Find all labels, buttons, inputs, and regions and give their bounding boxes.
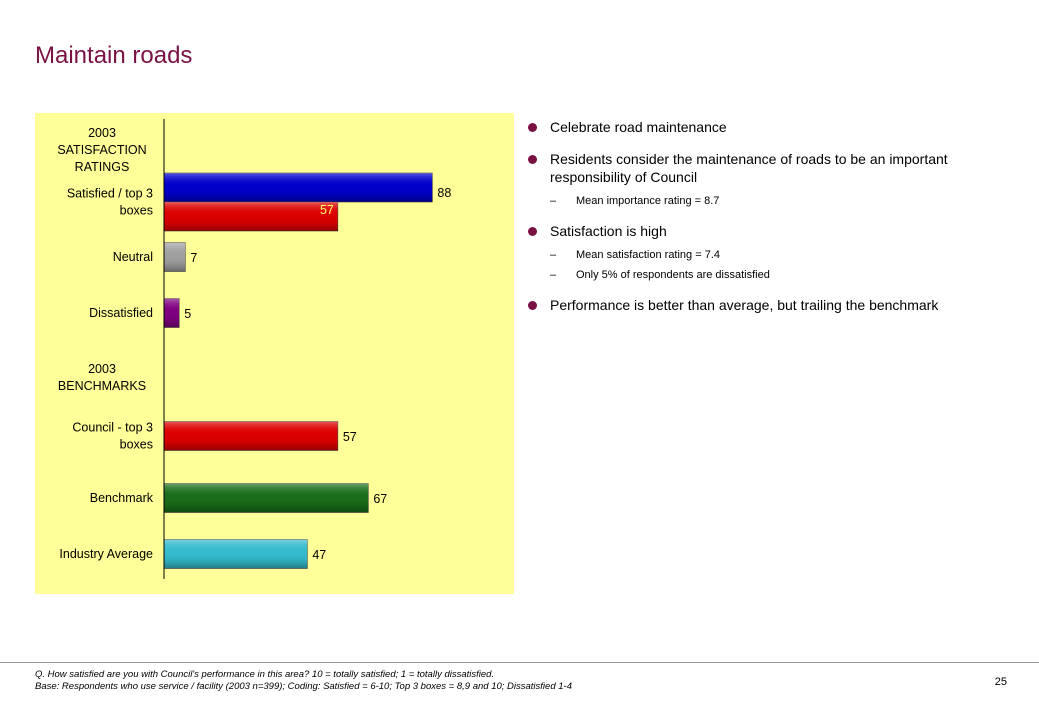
category-tick-label: boxes: [120, 204, 153, 218]
bullet-item: Performance is better than average, but …: [528, 296, 1028, 314]
bar-shading: [164, 173, 433, 202]
dash-icon: –: [550, 195, 557, 207]
section-header-label: RATINGS: [75, 160, 130, 174]
sub-bullet-text: Mean importance rating = 8.7: [576, 195, 720, 207]
sub-bullet-text: Only 5% of respondents are dissatisfied: [576, 269, 770, 281]
bar-shading: [164, 298, 180, 328]
bullet-dot-icon: [528, 155, 537, 164]
bar-shading: [164, 242, 186, 272]
section-header-label: BENCHMARKS: [58, 379, 146, 393]
bullet-text: Celebrate road maintenance: [550, 119, 727, 135]
data-label: 7: [190, 251, 197, 265]
bullet-item: Residents consider the maintenance of ro…: [528, 150, 1028, 186]
bullet-dot-icon: [528, 301, 537, 310]
dash-icon: –: [550, 249, 557, 261]
data-label: 47: [312, 548, 326, 562]
sub-bullet-group: – Mean satisfaction rating = 7.4 – Only …: [528, 248, 1028, 282]
sub-bullet-item: – Only 5% of respondents are dissatisfie…: [528, 268, 1028, 282]
footnote-question: Q. How satisfied are you with Council's …: [35, 669, 495, 680]
bar-shading: [164, 421, 338, 451]
section-header-label: SATISFACTION: [57, 143, 146, 157]
footnote: Q. How satisfied are you with Council's …: [35, 669, 572, 693]
sub-bullet-item: – Mean importance rating = 8.7: [528, 194, 1028, 208]
category-tick-label: Satisfied / top 3: [67, 187, 153, 201]
sub-bullet-text: Mean satisfaction rating = 7.4: [576, 249, 720, 261]
data-label: 57: [343, 430, 357, 444]
data-label: 57: [320, 203, 334, 217]
page-number: 25: [994, 676, 1007, 688]
section-header-label: 2003: [88, 126, 116, 140]
data-label: 5: [184, 307, 191, 321]
category-tick-label: Benchmark: [90, 491, 154, 505]
sub-bullet-item: – Mean satisfaction rating = 7.4: [528, 248, 1028, 262]
data-label: 67: [373, 492, 387, 506]
chart-panel: 2003 SATISFACTION RATINGS 2003 BENCHMARKS Sat…: [35, 113, 514, 594]
category-tick-label: Industry Average: [59, 547, 153, 561]
bullet-text: Satisfaction is high: [550, 223, 667, 239]
category-tick-label: Neutral: [113, 250, 153, 264]
section-header-label: 2003: [88, 362, 116, 376]
bullet-text: Residents consider the maintenance of ro…: [550, 151, 948, 185]
dash-icon: –: [550, 269, 557, 281]
bullet-dot-icon: [528, 123, 537, 132]
footnote-base: Base: Respondents who use service / faci…: [35, 681, 572, 692]
bullet-list: Celebrate road maintenance Residents con…: [528, 118, 1028, 328]
category-tick-label: Dissatisfied: [89, 306, 153, 320]
bar-chart: 2003 SATISFACTION RATINGS 2003 BENCHMARKS Sat…: [57, 119, 451, 579]
data-label: 88: [437, 186, 451, 200]
bar-shading: [164, 539, 308, 569]
bullet-text: Performance is better than average, but …: [550, 297, 939, 313]
bullet-dot-icon: [528, 227, 537, 236]
bullet-item: Celebrate road maintenance: [528, 118, 1028, 136]
bullet-item: Satisfaction is high: [528, 222, 1028, 240]
bar-shading: [164, 483, 369, 513]
category-tick-label: Council - top 3: [72, 421, 153, 435]
bar-shading: [164, 202, 338, 231]
footer-divider: [0, 662, 1039, 663]
category-tick-label: boxes: [120, 438, 153, 452]
sub-bullet-group: – Mean importance rating = 8.7: [528, 194, 1028, 208]
page-title: Maintain roads: [35, 42, 193, 69]
